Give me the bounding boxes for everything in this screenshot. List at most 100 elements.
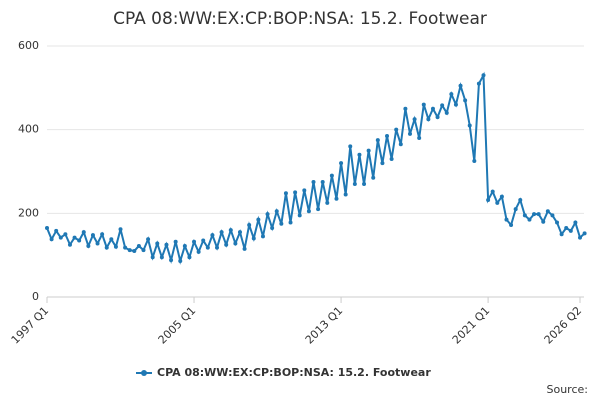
data-point — [86, 243, 91, 248]
data-point — [536, 212, 541, 217]
data-point — [417, 136, 422, 141]
x-tick-label: 2013 Q1 — [303, 304, 346, 347]
data-point — [178, 259, 183, 264]
data-point — [541, 219, 546, 224]
series-line — [46, 71, 586, 265]
data-point — [366, 148, 371, 153]
data-point — [421, 102, 426, 107]
data-point — [237, 230, 242, 235]
data-point — [279, 221, 284, 226]
data-point — [522, 213, 527, 218]
data-point — [375, 138, 380, 143]
data-point — [141, 248, 146, 253]
data-point — [449, 92, 454, 97]
data-point — [283, 191, 288, 196]
data-point — [458, 83, 463, 88]
data-point — [394, 127, 399, 132]
data-point — [582, 231, 587, 236]
y-tick-label: 600 — [18, 39, 39, 52]
data-point — [564, 225, 569, 230]
data-point — [476, 81, 481, 86]
data-point — [58, 235, 63, 240]
data-point — [407, 131, 412, 136]
data-point — [247, 223, 252, 228]
data-point — [453, 102, 458, 107]
data-point — [334, 196, 339, 201]
data-point — [463, 98, 468, 103]
data-point — [150, 255, 155, 260]
data-point — [90, 233, 95, 238]
data-point — [444, 110, 449, 115]
data-point — [104, 245, 109, 250]
data-point — [357, 152, 362, 157]
chart-title: CPA 08:WW:EX:CP:BOP:NSA: 15.2. Footwear — [113, 9, 487, 29]
data-point — [219, 230, 224, 235]
data-point — [430, 106, 435, 111]
data-point — [398, 142, 403, 147]
data-point — [251, 236, 256, 241]
data-point — [495, 200, 500, 205]
data-point — [256, 217, 261, 222]
data-point — [265, 212, 270, 217]
data-point — [127, 248, 132, 253]
data-point — [192, 239, 197, 244]
data-point — [320, 179, 325, 184]
data-point — [545, 209, 550, 214]
data-point — [329, 173, 334, 178]
data-point — [467, 123, 472, 128]
data-point — [242, 246, 247, 251]
data-point — [132, 248, 137, 253]
data-point — [362, 182, 367, 187]
data-point — [352, 182, 357, 187]
data-point — [578, 235, 582, 240]
data-point — [288, 220, 293, 225]
data-point — [325, 200, 330, 205]
data-point — [518, 197, 523, 202]
data-point — [201, 238, 206, 243]
data-point — [182, 243, 187, 248]
data-point — [559, 232, 564, 237]
data-point — [472, 159, 477, 164]
data-point — [270, 225, 275, 230]
data-point — [54, 228, 59, 233]
x-tick-label: 2026 Q2 — [542, 304, 585, 347]
data-point — [513, 207, 518, 212]
data-point — [215, 245, 220, 250]
data-point — [228, 228, 233, 233]
data-point — [67, 242, 72, 247]
data-point — [302, 188, 307, 193]
data-point — [499, 194, 504, 199]
data-point — [371, 175, 376, 180]
data-point — [118, 227, 123, 232]
data-point — [233, 241, 238, 246]
data-point — [297, 213, 302, 218]
data-point — [100, 232, 105, 237]
data-point — [527, 217, 532, 222]
data-point — [164, 242, 169, 247]
data-point — [490, 189, 495, 194]
data-point — [343, 192, 348, 197]
data-point — [550, 213, 555, 218]
legend-label: CPA 08:WW:EX:CP:BOP:NSA: 15.2. Footwear — [157, 366, 431, 379]
data-point — [77, 238, 82, 243]
data-point — [389, 156, 394, 161]
data-point — [348, 144, 353, 149]
data-point — [426, 117, 431, 122]
data-point — [403, 106, 408, 111]
data-point — [568, 228, 573, 233]
data-point — [380, 161, 385, 166]
y-tick-label: 400 — [18, 123, 39, 136]
data-point — [113, 244, 118, 249]
x-tick-label: 2005 Q1 — [156, 304, 199, 347]
data-point — [555, 220, 560, 225]
data-point — [509, 223, 514, 228]
data-point — [123, 245, 128, 250]
data-point — [260, 234, 265, 239]
data-point — [146, 237, 151, 242]
data-point — [306, 209, 311, 214]
data-point — [224, 242, 229, 247]
data-point — [435, 115, 440, 120]
data-point — [316, 207, 321, 212]
data-point — [385, 133, 390, 138]
data-point — [173, 239, 178, 244]
